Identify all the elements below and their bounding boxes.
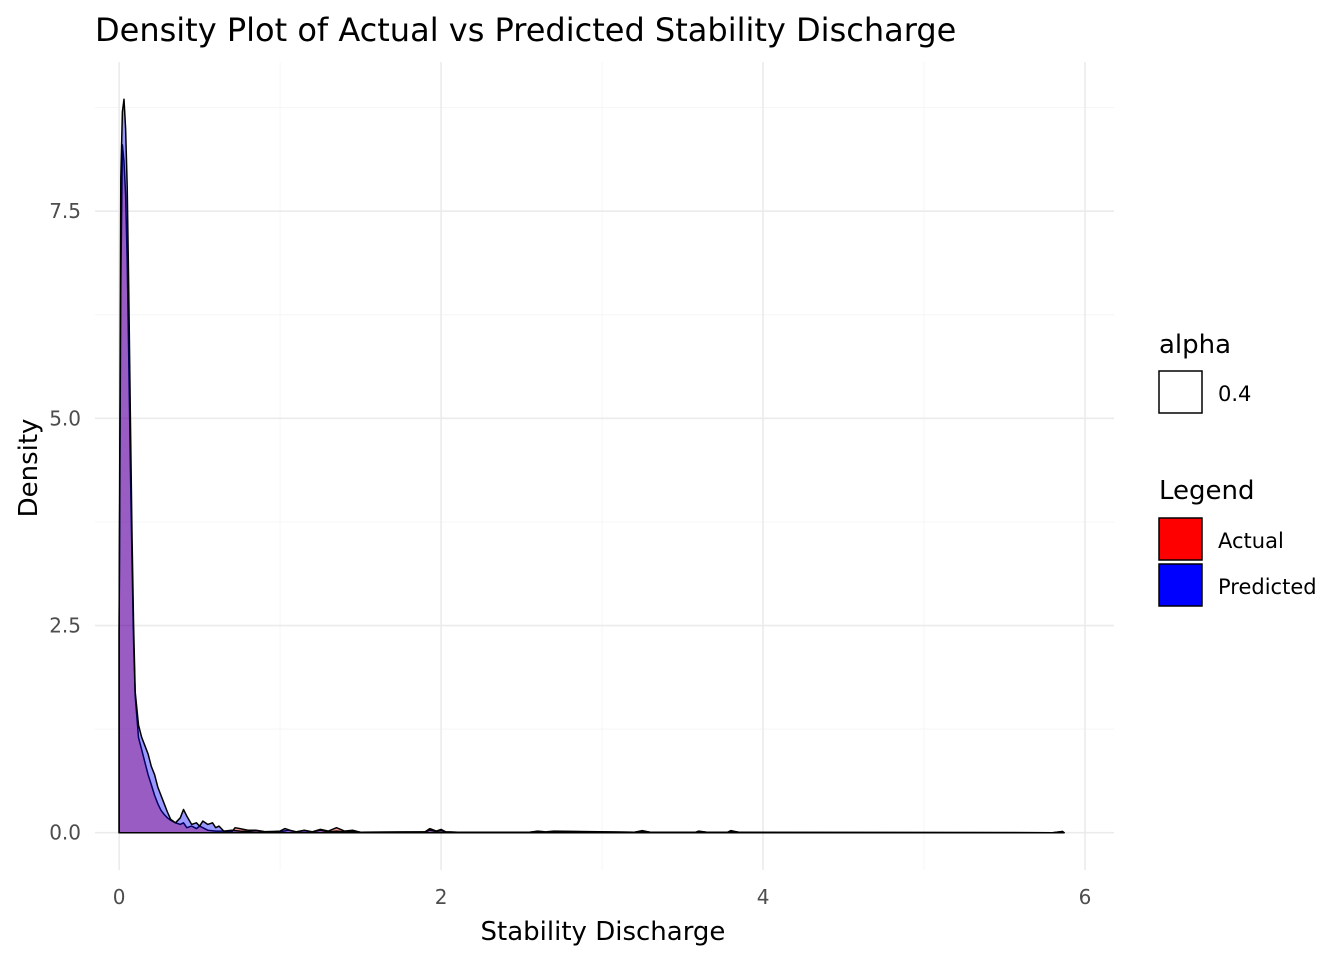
x-tick-label: 6: [1079, 885, 1092, 909]
legend-key: [1158, 517, 1203, 561]
legend-label: 0.4: [1218, 382, 1251, 406]
y-tick-label: 7.5: [49, 199, 81, 223]
grid-lines: [95, 62, 1114, 870]
x-tick-label: 2: [435, 885, 448, 909]
y-tick-label: 2.5: [49, 614, 81, 638]
legend-title: alpha: [1159, 330, 1231, 360]
x-tick-label: 0: [113, 885, 126, 909]
y-axis-ticks: 0.0 2.5 5.0 7.5: [49, 199, 81, 845]
legend-key: [1158, 563, 1203, 607]
x-axis-ticks: 0 2 4 6: [113, 885, 1092, 909]
x-axis-title: Stability Discharge: [481, 917, 726, 947]
y-axis-title: Density: [14, 419, 44, 518]
series-layer: [118, 98, 1065, 834]
chart-title: Density Plot of Actual vs Predicted Stab…: [95, 11, 956, 49]
density-area-predicted: [118, 98, 1065, 834]
legend-key: [1158, 370, 1203, 414]
y-tick-label: 5.0: [49, 406, 81, 430]
legend: alpha 0.4 Legend Actual Predicted: [1158, 330, 1317, 607]
legend-title: Legend: [1159, 476, 1255, 506]
y-tick-label: 0.0: [49, 821, 81, 845]
legend-label: Predicted: [1218, 575, 1317, 599]
x-tick-label: 4: [757, 885, 770, 909]
legend-label: Actual: [1218, 529, 1284, 553]
